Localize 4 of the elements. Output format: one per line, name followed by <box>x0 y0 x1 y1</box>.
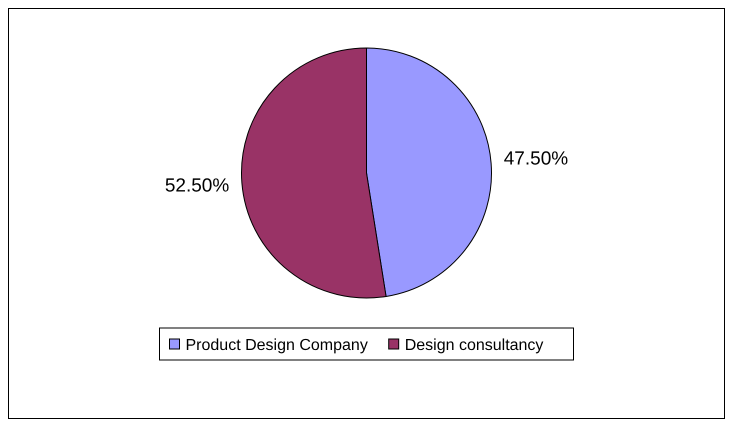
data-label: 52.50% <box>164 175 230 196</box>
legend-label: Design consultancy <box>404 337 544 354</box>
data-label: 47.50% <box>504 148 568 170</box>
legend-label: Product Design Company <box>186 337 368 354</box>
